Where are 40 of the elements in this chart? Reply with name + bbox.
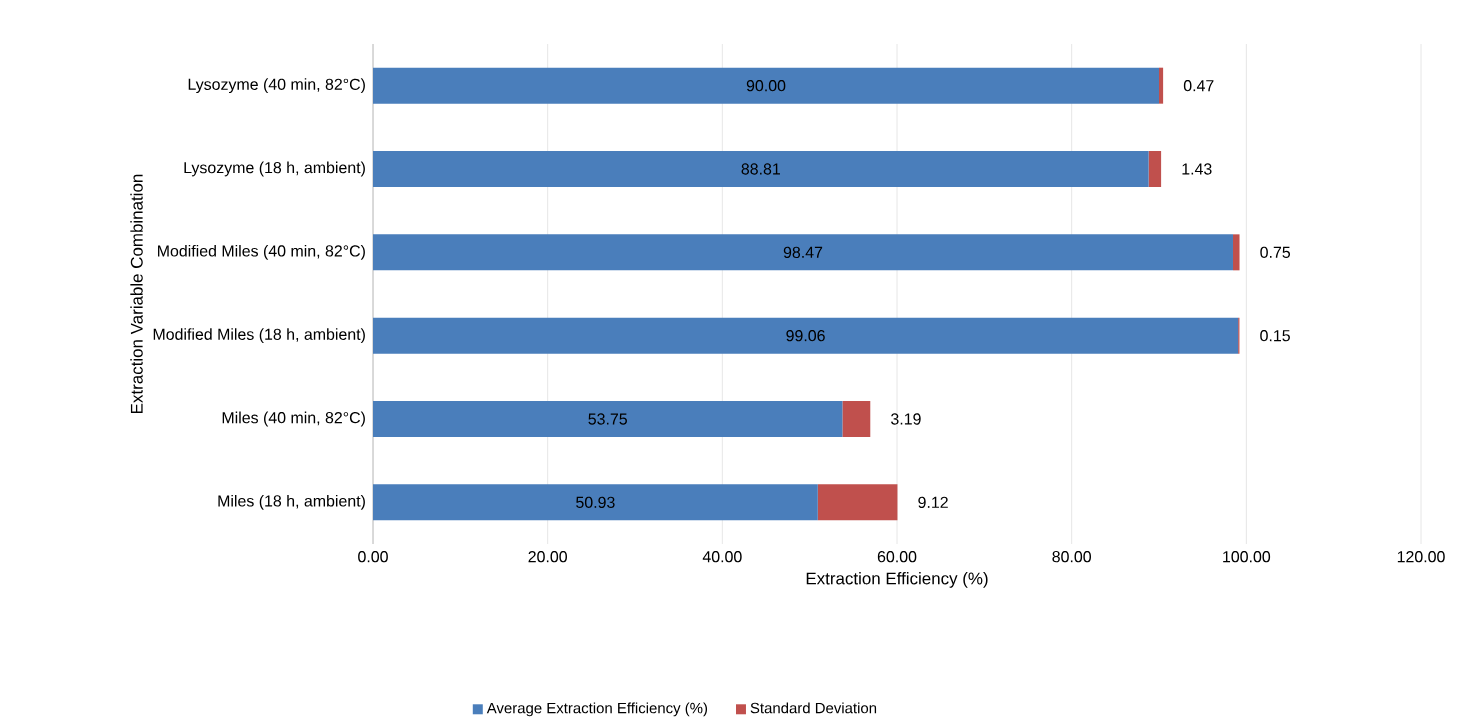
bar	[817, 484, 898, 521]
bar	[1232, 234, 1240, 271]
data-label: 88.81	[741, 163, 780, 175]
x-tick-label: 20.00	[528, 551, 567, 563]
y-axis-title: Extraction Variable Combination	[130, 174, 143, 413]
bar	[373, 317, 1239, 354]
data-label: 98.47	[783, 246, 823, 258]
x-tick-label: 80.00	[1052, 551, 1091, 563]
bar	[373, 234, 1233, 271]
y-tick-label: Modified Miles (18 h, ambient)	[153, 328, 365, 344]
legend-label: Average Extraction Efficiency (%)	[486, 702, 708, 717]
x-axis-title: Extraction Efficiency (%)	[806, 572, 988, 588]
data-label: 9.12	[918, 496, 948, 508]
data-label: 99.06	[786, 330, 825, 342]
bar	[373, 484, 818, 521]
y-tick-label: Lysozyme (40 min, 82°C)	[188, 78, 365, 94]
y-tick-label: Miles (18 h, ambient)	[218, 494, 365, 510]
bar	[842, 401, 871, 438]
data-label: 53.75	[588, 413, 627, 425]
data-label: 3.19	[891, 413, 921, 425]
data-label: 0.47	[1183, 80, 1214, 92]
y-tick-label: Modified Miles (40 min, 82°C)	[158, 244, 365, 260]
x-tick-label: 40.00	[702, 551, 742, 563]
x-tick-label: 60.00	[877, 551, 917, 563]
bar	[373, 151, 1149, 187]
x-tick-label: 120.00	[1397, 551, 1445, 563]
data-label: 0.15	[1260, 330, 1290, 342]
data-label: 1.43	[1182, 163, 1212, 175]
bar	[373, 401, 843, 438]
bar	[1159, 67, 1164, 104]
legend-label: Standard Deviation	[750, 702, 877, 714]
data-label: 0.75	[1260, 246, 1291, 258]
y-tick-label: Lysozyme (18 h, ambient)	[184, 161, 365, 177]
data-label: 90.00	[746, 80, 786, 92]
y-tick-label: Miles (40 min, 82°C)	[222, 411, 365, 427]
bar	[373, 67, 1160, 104]
x-tick-label: 100.00	[1223, 551, 1271, 563]
bar	[1148, 151, 1162, 187]
x-tick-label: 0.00	[358, 551, 388, 563]
data-label: 50.93	[576, 496, 615, 508]
